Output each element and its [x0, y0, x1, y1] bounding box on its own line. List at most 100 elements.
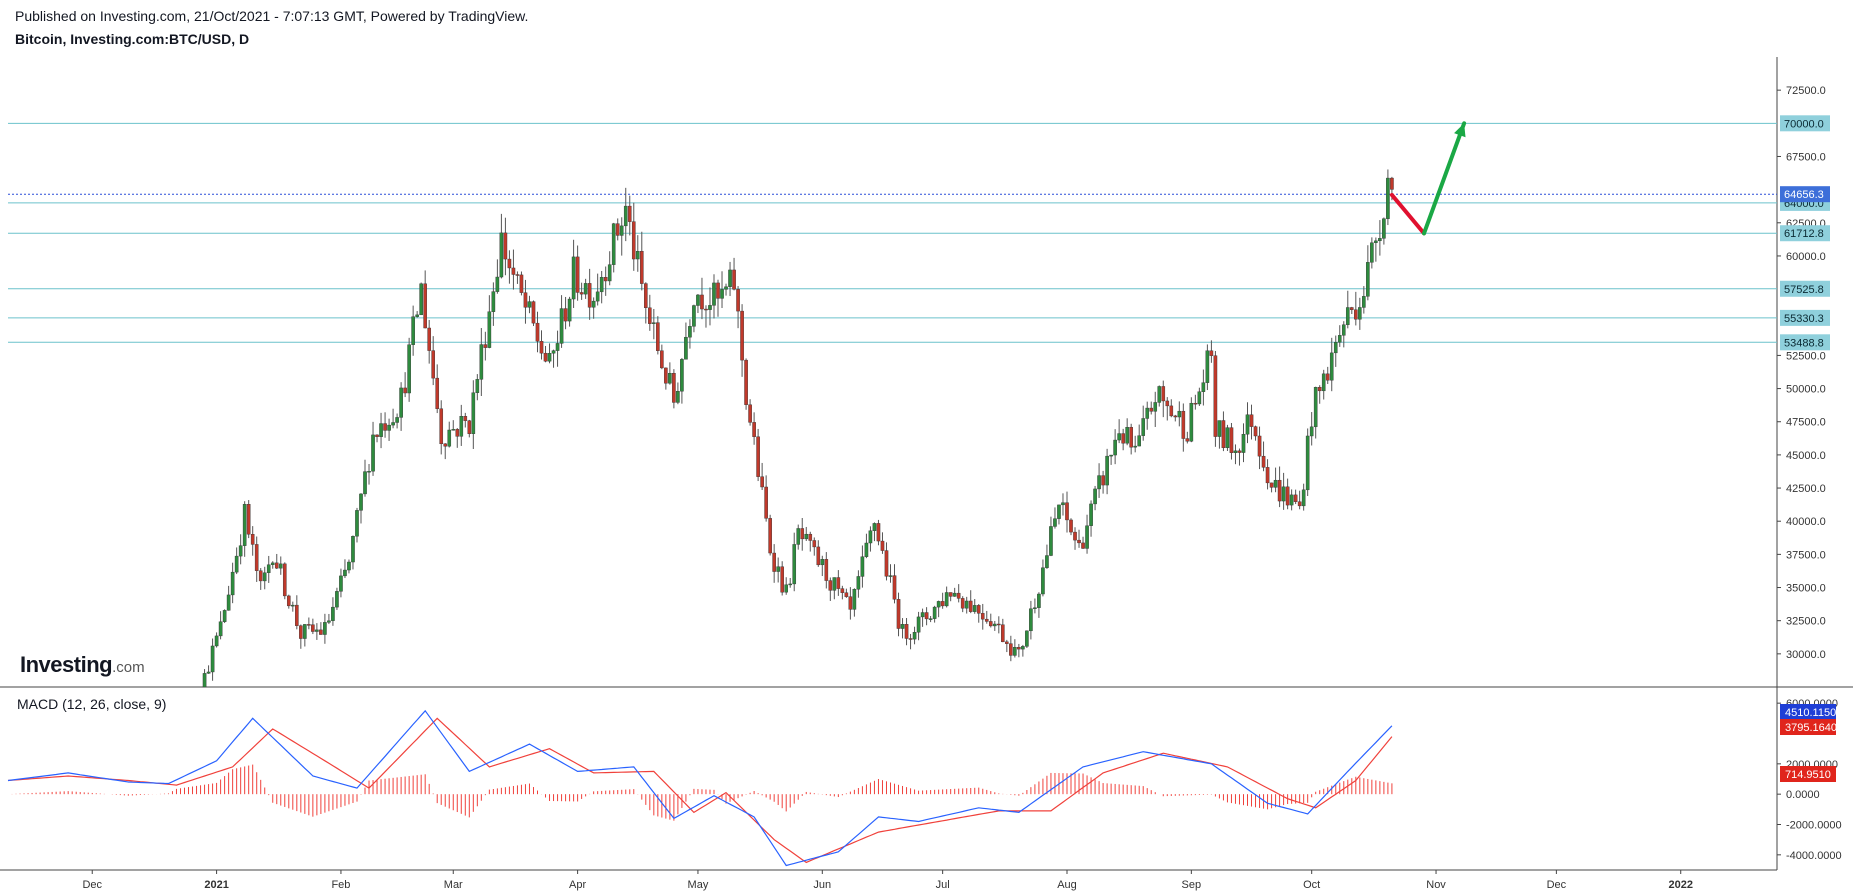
candle-down: [431, 350, 436, 379]
candle-up: [1201, 382, 1206, 392]
current-price-label: 64656.3: [1784, 189, 1824, 201]
candle-down: [1081, 542, 1085, 549]
candle-up: [407, 344, 411, 394]
candle-up: [355, 510, 359, 537]
candle-up: [1037, 593, 1041, 608]
candle-up: [391, 422, 395, 426]
x-tick-label: Jul: [936, 879, 950, 891]
x-tick-label: Dec: [82, 879, 102, 891]
candle-up: [1217, 420, 1222, 437]
candle-up: [724, 286, 728, 290]
candle-up: [1281, 486, 1286, 502]
candle-down: [884, 550, 889, 577]
signal-value-label-bg: [1780, 719, 1836, 735]
candle-up: [226, 594, 231, 611]
candle-down: [1073, 531, 1077, 541]
candle-up: [491, 291, 496, 312]
candle-down: [808, 533, 813, 541]
candle-up: [1029, 608, 1033, 632]
candle-down: [780, 566, 784, 593]
candle-down: [483, 344, 488, 348]
candle-up: [1374, 240, 1378, 243]
candle-up: [335, 591, 339, 608]
candle-up: [652, 322, 656, 324]
candle-down: [664, 367, 668, 384]
candle-down: [1193, 402, 1198, 405]
candle-down: [254, 544, 259, 571]
candle-up: [680, 359, 684, 392]
x-tick-label: Aug: [1057, 879, 1077, 891]
candle-down: [1253, 426, 1258, 437]
macd-histogram: [11, 764, 1393, 821]
candle-up: [1386, 177, 1390, 219]
candle-down: [1005, 641, 1009, 644]
candle-up: [920, 612, 925, 618]
candle-up: [395, 417, 399, 423]
candle-up: [242, 504, 247, 546]
candle-down: [250, 534, 255, 545]
x-tick-label: Apr: [569, 879, 586, 891]
candle-down: [1390, 177, 1394, 190]
candle-down: [997, 623, 1001, 626]
candle-up: [387, 424, 391, 431]
candle-down: [772, 552, 776, 572]
y-tick-label: 40000.0: [1786, 516, 1826, 528]
candle-up: [1117, 433, 1121, 441]
candle-up: [888, 575, 893, 577]
candle-down: [1161, 386, 1166, 402]
candle-up: [856, 576, 861, 590]
candle-up: [1085, 525, 1089, 549]
candle-up: [792, 544, 797, 585]
candle-down: [1185, 438, 1190, 442]
candle-down: [503, 232, 508, 260]
candle-up: [668, 373, 672, 384]
candle-up: [475, 379, 480, 393]
candle-down: [756, 436, 760, 477]
candle-down: [295, 604, 299, 626]
candle-up: [684, 336, 688, 360]
candle-up: [571, 256, 576, 300]
candle-up: [415, 314, 419, 317]
candle-up: [928, 618, 933, 620]
candle-down: [455, 429, 460, 437]
projection-arrow-head: [1454, 123, 1466, 138]
candle-up: [303, 624, 307, 639]
candle-up: [1225, 427, 1230, 449]
candle-up: [291, 604, 295, 607]
candle-up: [234, 555, 239, 573]
level-label-bg: [1780, 309, 1830, 326]
candle-down: [1009, 643, 1013, 656]
candle-up: [607, 264, 612, 282]
candle-up: [868, 530, 873, 544]
candle-up: [688, 326, 692, 338]
level-label: 70000.0: [1784, 118, 1824, 130]
candle-up: [1382, 218, 1386, 239]
projection-down-line: [1389, 192, 1427, 236]
candle-up: [1241, 433, 1246, 453]
candle-down: [1237, 450, 1242, 453]
candle-up: [1329, 352, 1334, 381]
candle-down: [1325, 373, 1330, 381]
candle-down: [463, 416, 468, 421]
candle-up: [202, 673, 207, 688]
candle-down: [876, 523, 881, 542]
candle-up: [804, 533, 809, 540]
projection-up-line: [1422, 121, 1467, 236]
candle-down: [627, 205, 632, 222]
candle-up: [230, 571, 235, 596]
level-label-bg: [1780, 334, 1830, 351]
candle-up: [1378, 238, 1382, 242]
candle-down: [1249, 414, 1254, 427]
candle-down: [587, 283, 592, 308]
candle-down: [282, 563, 287, 597]
candle-down: [824, 559, 829, 581]
candle-up: [238, 545, 243, 557]
candle-down: [732, 269, 736, 290]
x-tick-label: Oct: [1303, 879, 1320, 891]
published-notice: Published on Investing.com, 21/Oct/2021 …: [15, 8, 529, 24]
candle-down: [1265, 467, 1270, 484]
candle-down: [968, 600, 973, 612]
candle-down: [286, 595, 291, 607]
